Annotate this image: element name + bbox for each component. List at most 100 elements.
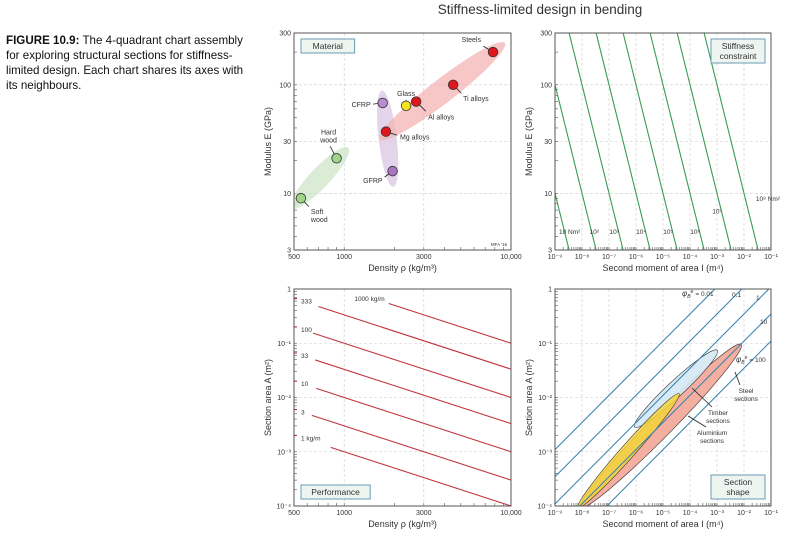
shape-factor-label: 1 bbox=[756, 295, 760, 302]
envelope-leader bbox=[734, 371, 741, 386]
data-point bbox=[331, 153, 342, 164]
x-tick-label: 10⁻¹ bbox=[764, 254, 778, 261]
panel-label-text: constraint bbox=[720, 51, 757, 61]
y-axis-title: Section area A (m²) bbox=[524, 359, 534, 436]
x-tick-label: 500 bbox=[288, 254, 300, 261]
mass-contour-line bbox=[315, 359, 511, 425]
envelope-label: sections bbox=[734, 396, 759, 403]
phi-value: = 0.01 bbox=[695, 291, 714, 298]
envelope-metals bbox=[379, 41, 506, 141]
ei-contour-line bbox=[595, 33, 651, 250]
point-label: Soft bbox=[311, 209, 324, 216]
x-axis-title: Density ρ (kg/m³) bbox=[368, 519, 437, 529]
x-tick-label: 10⁻¹ bbox=[764, 510, 778, 517]
panel-label-text: Stiffness bbox=[722, 41, 754, 51]
panel-label-text: Performance bbox=[311, 487, 360, 497]
x-tick-label: 10⁻² bbox=[737, 254, 751, 261]
panel-label-box: Performance bbox=[300, 484, 371, 500]
y-tick-label: 300 bbox=[279, 31, 291, 38]
plot-frame bbox=[293, 32, 512, 251]
shape-factor-label: 10 bbox=[760, 319, 768, 326]
x-tick-label: 1000 bbox=[336, 510, 352, 517]
y-tick-label: 10 bbox=[283, 191, 291, 198]
contour-label: 10⁶ bbox=[690, 229, 700, 236]
y-axis-title: Modulus E (GPa) bbox=[524, 107, 534, 176]
y-tick-label: 1 bbox=[287, 287, 291, 294]
x-tick-label: 3000 bbox=[416, 254, 432, 261]
y-tick-label: 10 bbox=[544, 191, 552, 198]
phi-value: = 100 bbox=[749, 357, 766, 364]
data-point bbox=[295, 193, 307, 204]
contour-label: 10⁸ Nm² bbox=[756, 196, 781, 203]
x-axis-title: Second moment of area I (m⁴) bbox=[603, 263, 724, 273]
y-tick-label: 10⁻² bbox=[538, 395, 552, 402]
y-tick-label: 10⁻¹ bbox=[538, 341, 552, 348]
contour-label: 100 bbox=[301, 327, 312, 334]
x-tick-label: 10⁻⁶ bbox=[629, 254, 643, 261]
point-label: Glass bbox=[397, 91, 415, 98]
caption-text: The 4-quadrant chart assembly for explor… bbox=[6, 34, 244, 92]
y-tick-label: 10⁻⁴ bbox=[277, 504, 292, 511]
data-point bbox=[387, 165, 398, 177]
shape-factor-label: φBe = 0.01 bbox=[682, 289, 714, 300]
y-tick-label: 10⁻⁴ bbox=[538, 504, 553, 511]
panel-label-text: shape bbox=[726, 487, 749, 497]
x-tick-label: 10⁻⁹ bbox=[548, 510, 562, 517]
point-label: wood bbox=[310, 217, 328, 224]
ei-contour-line bbox=[555, 193, 570, 250]
contour-label: 10 Nm² bbox=[559, 229, 581, 236]
panel-label-frame bbox=[710, 474, 766, 500]
mass-contour-line bbox=[312, 332, 511, 399]
ei-contour-line bbox=[568, 33, 624, 250]
point-label: CFRP bbox=[352, 102, 371, 109]
x-axis-title: Second moment of area I (m⁴) bbox=[603, 519, 724, 529]
contour-label: 10⁷ bbox=[712, 209, 722, 216]
mass-contour-line bbox=[318, 305, 511, 370]
envelope-timber bbox=[633, 349, 718, 428]
y-axis-title: Modulus E (GPa) bbox=[263, 107, 273, 176]
envelope-label: Timber bbox=[708, 410, 729, 417]
y-tick-label: 100 bbox=[540, 82, 552, 89]
x-tick-label: 3000 bbox=[416, 510, 432, 517]
panel-top-right: 10⁻⁹ 10⁻⁸ 10⁻⁷ 10⁻⁶ 10⁻⁵ 10⁻⁴ 10⁻³ 10⁻² 10⁻¹ 3 10 3… bbox=[524, 31, 781, 274]
contour-label: 10³ bbox=[609, 229, 619, 236]
y-tick-label: 3 bbox=[287, 248, 291, 255]
panel-label-text: Material bbox=[313, 41, 343, 51]
data-point bbox=[377, 97, 388, 109]
x-tick-label: 10⁻³ bbox=[710, 254, 724, 261]
y-tick-label: 3 bbox=[548, 248, 552, 255]
phi-subscript: B bbox=[687, 294, 691, 300]
mass-contour-line bbox=[330, 446, 511, 506]
shape-factor-line bbox=[555, 289, 743, 478]
x-tick-label: 10⁻⁴ bbox=[683, 510, 698, 517]
mass-contour-line bbox=[316, 387, 511, 453]
x-tick-label: 10⁻⁹ bbox=[548, 254, 562, 261]
phi-symbol: φ bbox=[682, 289, 687, 298]
plot-content bbox=[555, 289, 771, 506]
plot-frame bbox=[554, 32, 772, 251]
shape-factor-label: 0.1 bbox=[732, 292, 741, 299]
contour-label: 1 kg/m bbox=[301, 435, 321, 442]
panel-top-left: 500 1000 3000 10,000 3 10 30 100 300 Density ρ (k… bbox=[263, 31, 522, 274]
panel-label-box: Material bbox=[300, 38, 356, 54]
panel-label-frame bbox=[300, 38, 356, 54]
data-point bbox=[447, 79, 459, 90]
x-tick-label: 10⁻⁸ bbox=[575, 254, 589, 261]
envelope-label: sections bbox=[700, 438, 725, 445]
contour-label: 10⁴ bbox=[636, 229, 646, 236]
credit-text: MFA '16 bbox=[491, 242, 508, 247]
point-label: Hard bbox=[321, 129, 336, 136]
point-label: Steels bbox=[462, 37, 482, 44]
data-point bbox=[487, 46, 499, 58]
shape-factor-line bbox=[606, 340, 771, 506]
caption-label: FIGURE 10.9: bbox=[6, 34, 80, 47]
plot-frame bbox=[554, 288, 772, 507]
point-label: Ti alloys bbox=[463, 96, 489, 103]
point-label: Mg alloys bbox=[400, 135, 430, 142]
envelope-leader bbox=[687, 415, 707, 428]
envelope-leader bbox=[691, 387, 713, 408]
mass-contour-line bbox=[388, 302, 511, 344]
y-tick-label: 10⁻³ bbox=[538, 449, 552, 456]
